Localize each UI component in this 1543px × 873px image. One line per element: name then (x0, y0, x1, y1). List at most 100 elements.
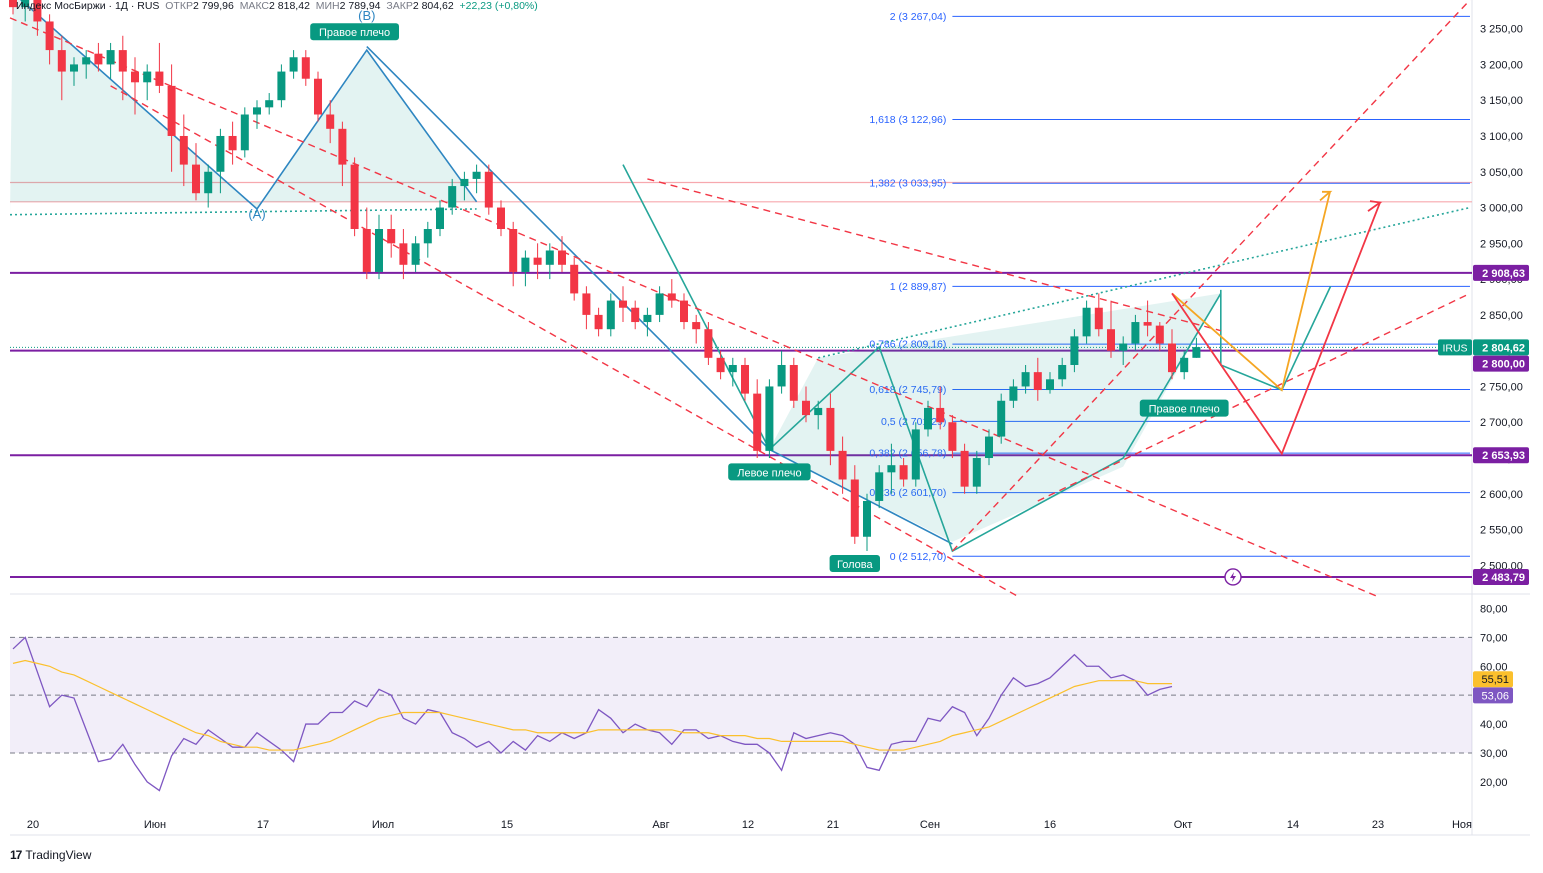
candle-body (350, 164, 359, 230)
ticker-badge (1438, 339, 1472, 356)
candle-body (960, 450, 969, 487)
pattern-tag-bg (829, 554, 880, 572)
time-tick-label: 15 (501, 819, 513, 831)
candle-body (314, 78, 322, 115)
candle-body (216, 135, 225, 172)
candle-body (704, 329, 713, 358)
projection-red (1171, 202, 1381, 456)
candle-body (936, 407, 945, 423)
neckline-right (818, 206, 1471, 359)
candle-body (375, 229, 383, 272)
candle-body (45, 21, 54, 51)
candle-body (338, 128, 347, 165)
price-tick-label: 2 950,00 (1480, 238, 1523, 250)
price-tick-label: 2 850,00 (1480, 310, 1523, 322)
time-tick-label: 23 (1372, 819, 1384, 831)
price-badge-label: 2 804,62 (1482, 342, 1525, 354)
candle-body (777, 364, 786, 387)
fib-level-label: 1,382 (3 033,95) (869, 178, 946, 190)
price-badge (1473, 568, 1529, 585)
candle-body (240, 114, 249, 151)
pattern-zone-left (10, 0, 477, 215)
pattern-tag-label: Правое плечо (319, 27, 390, 39)
pattern-tag-bg (1139, 399, 1229, 417)
candle-body (899, 465, 908, 480)
change-value: +22,23 (+0,80%) (459, 0, 538, 12)
candle-body (997, 400, 1006, 437)
candle-body (619, 300, 627, 308)
candle-body (606, 300, 615, 330)
horizontal-levels: 2 (3 267,04) 1,618 (3 122,96) 1,382 (3 033… (10, 11, 1472, 578)
candle-body (1033, 372, 1042, 391)
candle-body (1021, 372, 1030, 387)
price-tick-label: 3 250,00 (1480, 24, 1523, 36)
fib-level-label: 0,236 (2 601,70) (869, 487, 946, 499)
candle-body (789, 364, 798, 401)
candle-body (1094, 307, 1103, 330)
candle-body (643, 314, 652, 323)
time-tick-label: Сен (920, 819, 940, 831)
candle-body (765, 386, 774, 451)
rsi-pane (10, 636, 1472, 792)
time-tick-label: 14 (1287, 819, 1299, 831)
candle-body (1009, 386, 1018, 401)
price-badge-label: 2 653,93 (1482, 450, 1525, 462)
candle-body (521, 257, 530, 272)
candle-body (411, 243, 420, 265)
time-tick-label: Авг (652, 819, 669, 831)
candle-body (265, 100, 274, 108)
candle-body (570, 264, 579, 294)
candle-body (680, 300, 688, 323)
candle-body (667, 293, 676, 301)
channel-mid-line (647, 178, 1221, 332)
arrow-orange-icon (1319, 190, 1333, 202)
candle-body (106, 50, 115, 65)
time-tick-label: Июл (372, 819, 394, 831)
candle-body (911, 429, 920, 480)
fib-level-label: 2 (3 267,04) (890, 11, 947, 23)
candle-body (362, 229, 371, 272)
candle-body (594, 314, 603, 330)
candle-body (326, 114, 335, 129)
candle-body (143, 71, 152, 83)
candle-body (826, 407, 835, 451)
candle-body (1180, 357, 1189, 373)
rsi-value-label: 53,06 (1481, 690, 1509, 702)
channel-rise-lower (1037, 292, 1471, 502)
neckline-left (9, 208, 477, 216)
candle-body (21, 0, 30, 8)
price-tick-label: 3 200,00 (1480, 59, 1523, 71)
right-shoulder-line (1220, 285, 1332, 392)
candle-body (423, 229, 432, 244)
price-tick-label: 2 600,00 (1480, 489, 1523, 501)
candle-body (289, 57, 298, 72)
candle-body (948, 422, 957, 451)
candle-body (924, 407, 932, 430)
candle-body (863, 500, 871, 537)
rsi-tick-label: 70,00 (1480, 632, 1508, 644)
fib-level-label: 1 (2 889,87) (890, 281, 947, 293)
pattern-tag-bg (728, 463, 811, 481)
candle-body (301, 57, 310, 79)
channel-rise-line (951, 0, 1471, 552)
candle-body (94, 53, 103, 65)
time-tick-label: Ноя (1452, 819, 1472, 831)
low-label: МИН (315, 0, 340, 12)
pattern-tag-bg (310, 23, 399, 41)
pattern-tag-label: Голова (837, 559, 873, 571)
candle-body (484, 171, 493, 208)
pattern-tag-label: Левое плечо (737, 467, 801, 479)
candle-body (1192, 347, 1201, 358)
open-label: ОТКР (165, 0, 193, 12)
candle-body (887, 465, 896, 473)
fib-level-label: 0 (2 512,70) (890, 551, 947, 563)
candle-body (155, 71, 164, 86)
candle-body (33, 0, 42, 22)
rsi-value-badge (1473, 687, 1513, 704)
price-tick-label: 2 700,00 (1480, 417, 1523, 429)
chart-header: Индекс МосБиржи · 1Д · RUS ОТКР2 799,96 … (16, 0, 538, 14)
lightning-glyph-icon (1230, 571, 1236, 582)
time-axis: 20 Июн 17 Июл 15 Авг 12 21 Сен 16 Окт 14 23 Ноя (27, 819, 1472, 831)
candle-body (118, 50, 127, 72)
